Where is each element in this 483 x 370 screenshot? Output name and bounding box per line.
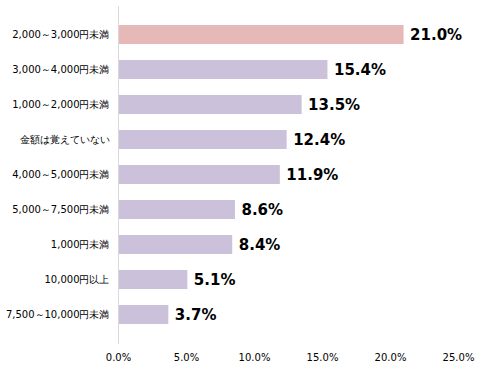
svg-text:1,000円未満: 1,000円未満 [51,239,110,250]
svg-text:5.0%: 5.0% [174,352,199,363]
svg-text:3.7%: 3.7% [175,306,217,324]
svg-text:25.0%: 25.0% [443,352,475,363]
svg-text:13.5%: 13.5% [308,96,360,114]
svg-text:12.4%: 12.4% [293,131,345,149]
svg-text:7,500～10,000円未満: 7,500～10,000円未満 [6,309,110,320]
svg-text:20.0%: 20.0% [375,352,407,363]
svg-text:5,000～7,500円未満: 5,000～7,500円未満 [12,204,109,215]
svg-text:11.9%: 11.9% [286,166,338,184]
svg-text:4,000～5,000円未満: 4,000～5,000円未満 [12,169,109,180]
svg-text:金額は覚えていない: 金額は覚えていない [20,134,110,145]
svg-text:1,000～2,000円未満: 1,000～2,000円未満 [12,99,109,110]
svg-text:8.6%: 8.6% [241,201,283,219]
svg-text:15.0%: 15.0% [307,352,339,363]
svg-text:3,000～4,000円未満: 3,000～4,000円未満 [12,64,109,75]
svg-text:10.0%: 10.0% [239,352,271,363]
svg-text:0.0%: 0.0% [106,352,131,363]
svg-text:5.1%: 5.1% [194,271,236,289]
svg-text:15.4%: 15.4% [334,61,386,79]
svg-text:10,000円以上: 10,000円以上 [45,274,110,285]
svg-text:21.0%: 21.0% [410,26,462,44]
svg-text:2,000～3,000円未満: 2,000～3,000円未満 [12,29,109,40]
svg-text:8.4%: 8.4% [239,236,281,254]
